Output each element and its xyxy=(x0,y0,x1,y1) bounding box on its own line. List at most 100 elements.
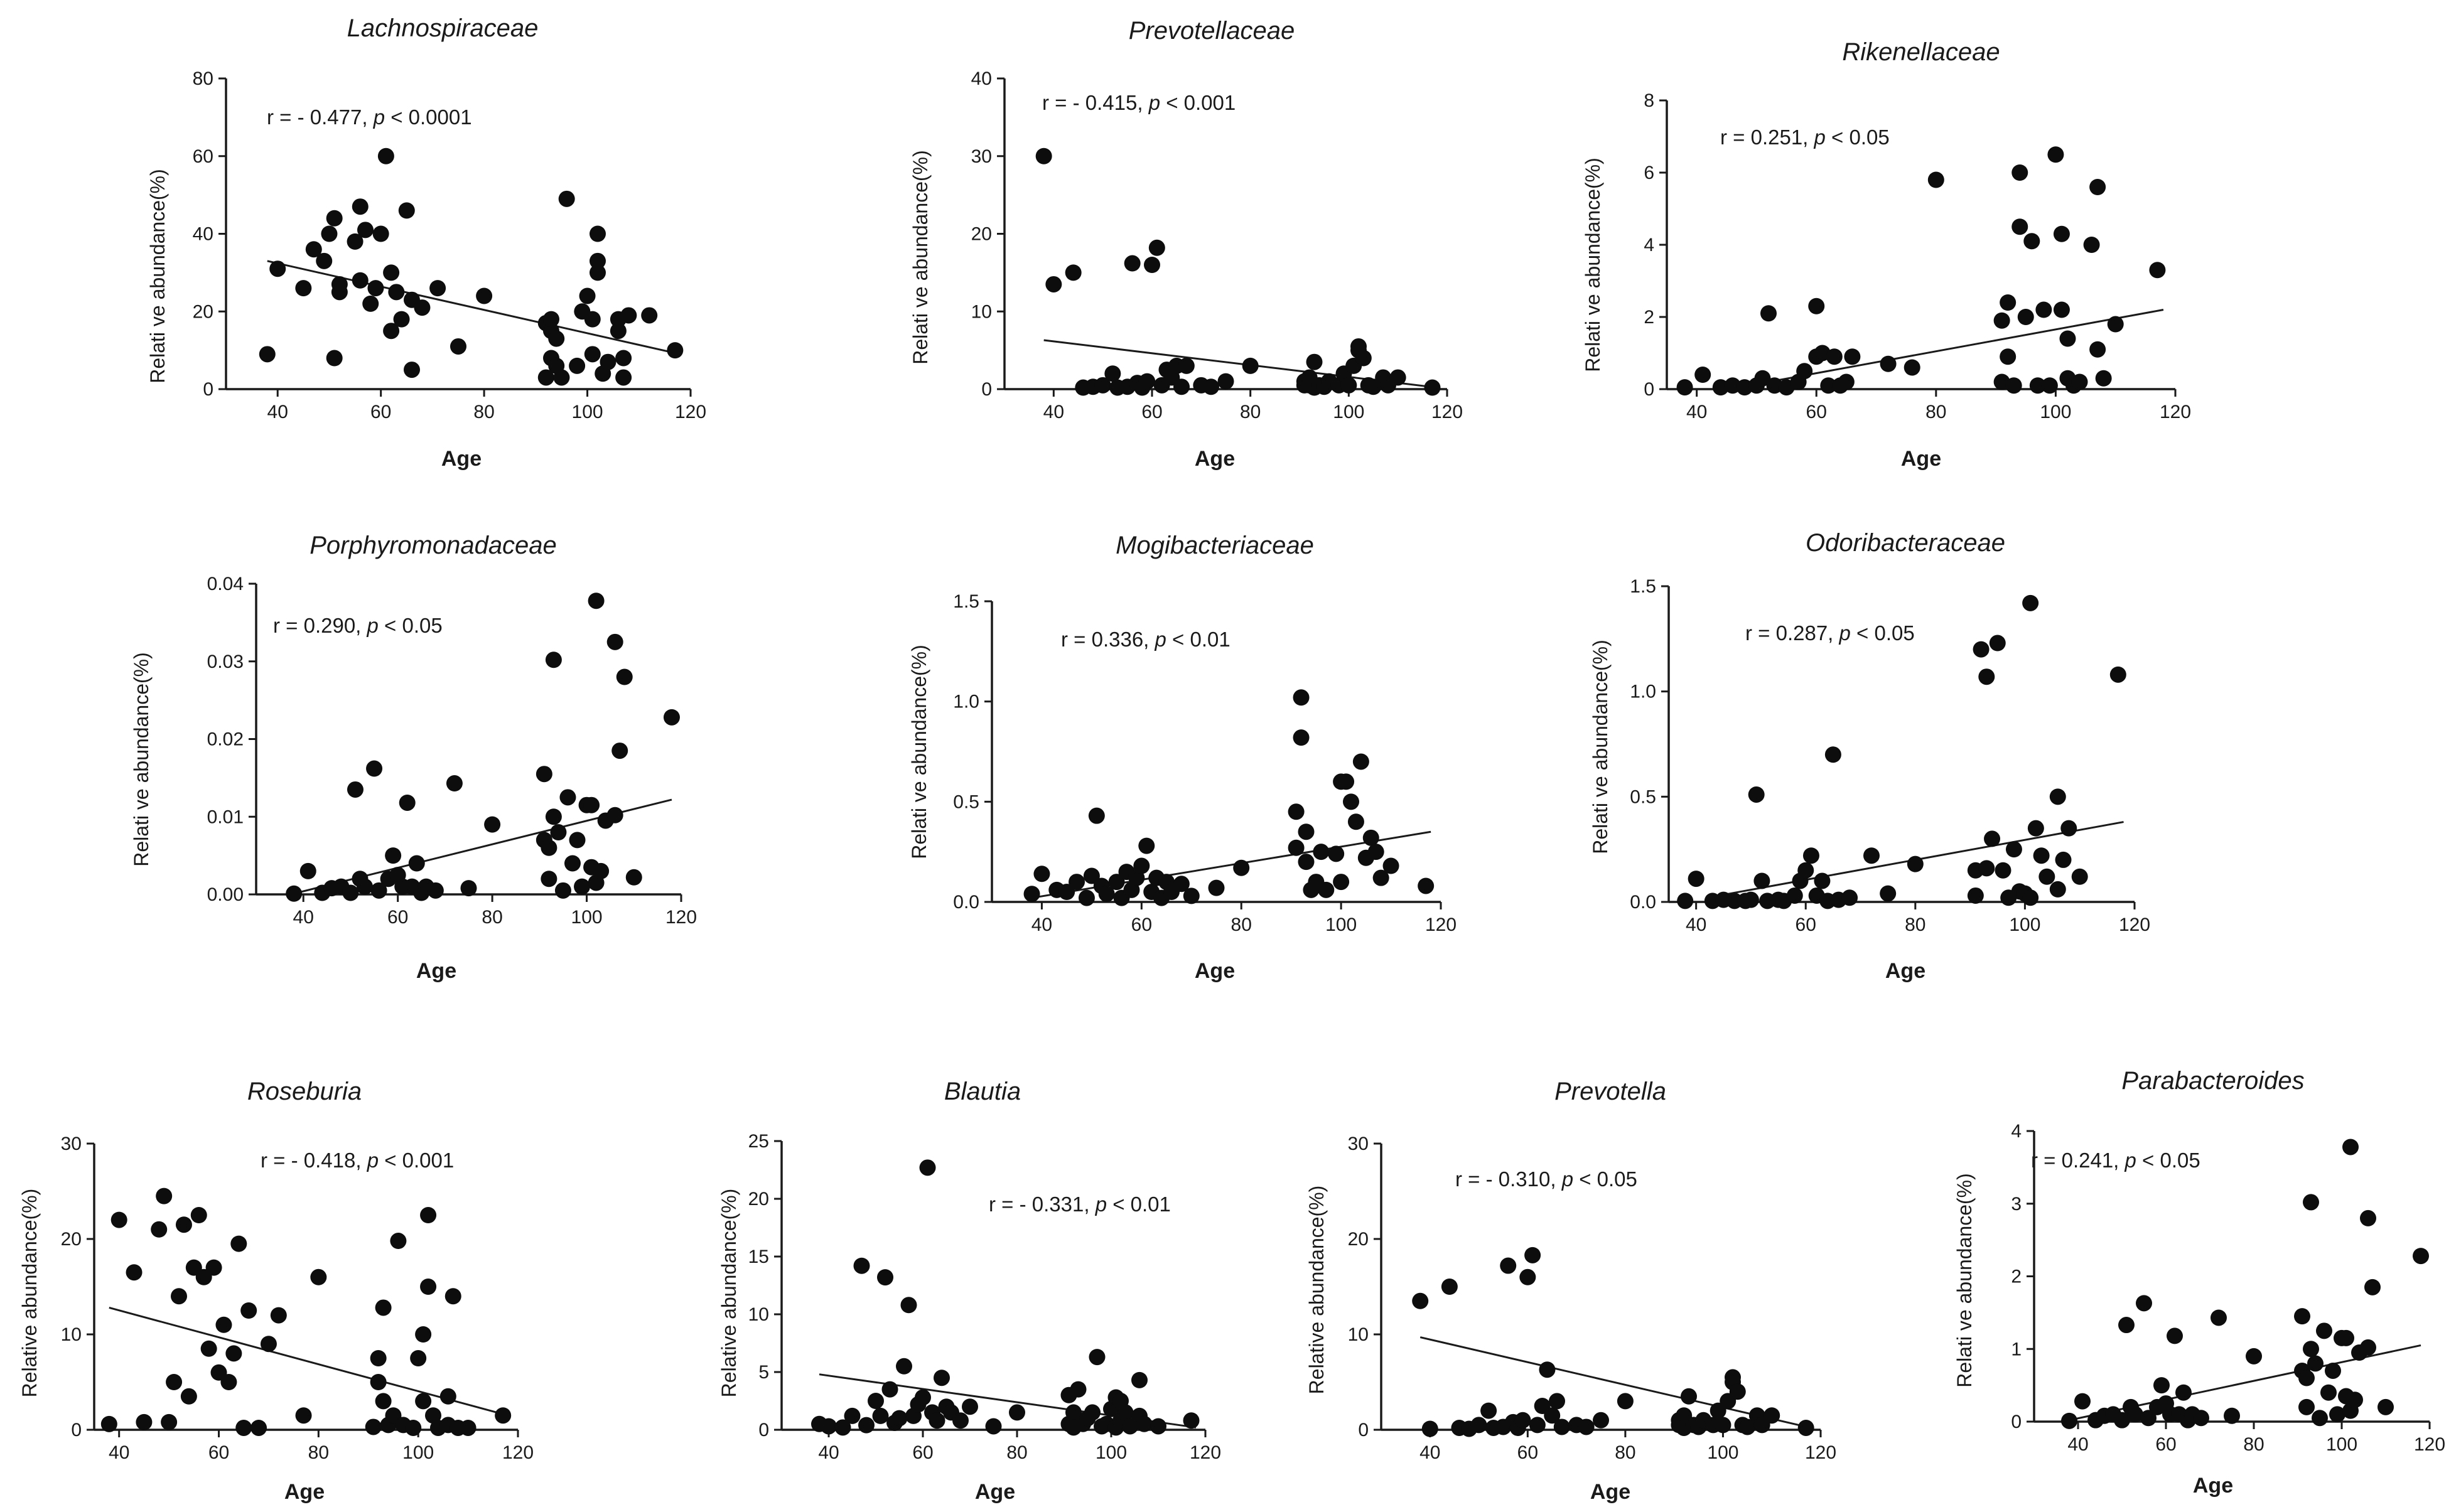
chart-1-y-tick-label: 10 xyxy=(971,301,992,322)
chart-9-p-symbol: p xyxy=(2124,1149,2136,1172)
chart-7-data-point xyxy=(1131,1371,1148,1388)
chart-8-data-point xyxy=(1500,1257,1517,1274)
chart-9-data-point xyxy=(2303,1341,2319,1358)
chart-2-data-point xyxy=(2017,309,2034,325)
chart-4-p-value: < 0.01 xyxy=(1166,628,1230,651)
chart-6-data-point xyxy=(310,1268,327,1285)
chart-0-title: Lachnospiraceae xyxy=(347,14,539,42)
chart-3-data-point xyxy=(427,882,444,899)
chart-1-x-tick-label: 100 xyxy=(1333,402,1364,422)
chart-3-p-value: < 0.05 xyxy=(379,614,443,637)
chart-1-data-point xyxy=(1104,365,1121,382)
chart-7-data-point xyxy=(962,1398,978,1415)
chart-6-data-point xyxy=(171,1288,187,1305)
chart-1-xlabel: Age xyxy=(1195,447,1235,471)
chart-0-data-point xyxy=(388,284,405,301)
chart-2-x-tick-label: 80 xyxy=(1925,402,1946,422)
panel-parabacteroides: Parabacteroides 40 60 80 100 120 0 1 2 3 4 Age Relat… xyxy=(1953,1067,2445,1498)
chart-1-x-tick-label: 80 xyxy=(1240,402,1261,422)
chart-9-data-point xyxy=(2061,1412,2077,1429)
chart-8-ylabel: Relative abundance(%) xyxy=(1305,1186,1328,1395)
chart-4-r-value: r = 0.336, xyxy=(1061,628,1155,651)
chart-3-data-point xyxy=(357,878,374,895)
chart-8-data-point xyxy=(1519,1268,1536,1285)
panel-odoribacteraceae: Odoribacteraceae 40 60 80 100 120 0.0 0.5 1.0 1.5… xyxy=(1589,529,2150,983)
chart-4-data-point xyxy=(1083,867,1100,884)
chart-2-data-point xyxy=(2089,341,2106,358)
chart-6-x-tick-label: 60 xyxy=(208,1442,229,1463)
chart-8-data-point xyxy=(1725,1369,1741,1386)
chart-0-data-point xyxy=(367,280,384,297)
chart-6-x-tick-label: 120 xyxy=(502,1442,534,1463)
chart-6-data-point xyxy=(166,1374,183,1390)
chart-7-data-point xyxy=(1084,1404,1101,1421)
chart-9-data-point xyxy=(2316,1322,2332,1339)
chart-0-p-value: < 0.0001 xyxy=(385,105,472,129)
chart-8-data-point xyxy=(1441,1279,1458,1295)
chart-2-x-tick-label: 100 xyxy=(2040,402,2071,422)
chart-5-p-value: < 0.05 xyxy=(1851,621,1915,645)
chart-8-data-point xyxy=(1421,1420,1438,1437)
chart-6-data-point xyxy=(420,1279,437,1295)
chart-6-xlabel: Age xyxy=(284,1480,325,1504)
chart-5-ylabel: Relati ve abundance(%) xyxy=(1589,640,1612,854)
chart-8-y-tick-label: 10 xyxy=(1348,1324,1369,1345)
chart-4-data-point xyxy=(1088,807,1105,824)
chart-8-data-point xyxy=(1470,1417,1487,1434)
chart-7-data-point xyxy=(1183,1412,1200,1429)
chart-9-y-tick-label: 4 xyxy=(2011,1121,2022,1142)
chart-3-data-point xyxy=(625,869,642,886)
chart-2-data-point xyxy=(2023,233,2040,250)
chart-0-data-point xyxy=(305,241,322,258)
chart-4-x-tick-label: 100 xyxy=(1325,914,1357,935)
chart-4-data-point xyxy=(1318,881,1335,898)
chart-9-data-point xyxy=(2320,1384,2337,1401)
chart-3-xlabel: Age xyxy=(416,959,456,983)
chart-6-data-point xyxy=(495,1407,512,1424)
chart-4-data-point xyxy=(1173,876,1190,893)
panel-prevotellaceae: Prevotellaceae 40 60 80 100 120 0 10 20 30 40 Age Re… xyxy=(909,17,1463,471)
chart-6-data-point xyxy=(100,1415,117,1432)
chart-4-data-point xyxy=(1133,857,1150,874)
chart-0-data-point xyxy=(383,264,400,281)
chart-0-data-point xyxy=(321,225,338,242)
chart-6-data-point xyxy=(370,1374,387,1390)
chart-4-data-point xyxy=(1352,753,1369,770)
chart-3-data-point xyxy=(593,862,610,879)
chart-9-data-point xyxy=(2114,1412,2130,1429)
chart-8-x-tick-label: 80 xyxy=(1615,1442,1635,1463)
chart-5-data-point xyxy=(1742,891,1759,908)
chart-0-data-point xyxy=(398,202,415,219)
chart-9-data-point xyxy=(2307,1355,2324,1372)
chart-4-data-point xyxy=(1069,874,1085,891)
chart-7-data-point xyxy=(1065,1404,1082,1421)
chart-2-data-point xyxy=(1712,379,1729,396)
chart-3-y-tick-label: 0.02 xyxy=(207,729,244,750)
chart-4-data-point xyxy=(1367,844,1384,861)
chart-4-y-tick-label: 1.5 xyxy=(953,591,979,612)
chart-5-x-tick-label: 80 xyxy=(1905,914,1925,935)
chart-8-data-point xyxy=(1715,1417,1731,1434)
chart-3-x-tick-label: 100 xyxy=(571,907,603,928)
chart-6-p-symbol: p xyxy=(367,1149,379,1172)
chart-6-data-point xyxy=(110,1211,127,1228)
chart-6-p-value: < 0.001 xyxy=(379,1149,454,1172)
chart-6-data-point xyxy=(240,1302,257,1319)
chart-0-y-tick-label: 80 xyxy=(193,68,213,89)
chart-9-data-point xyxy=(2246,1348,2262,1365)
chart-1-r-value: r = - 0.415, xyxy=(1042,91,1149,114)
chart-0-data-point xyxy=(331,276,348,292)
chart-3-x-tick-label: 120 xyxy=(665,907,697,928)
chart-2-data-point xyxy=(2053,225,2070,242)
chart-3-data-point xyxy=(385,847,402,864)
chart-4-data-point xyxy=(1293,729,1310,746)
chart-2-data-point xyxy=(2107,316,2124,333)
chart-6-data-point xyxy=(370,1350,387,1366)
chart-6-data-point xyxy=(425,1407,441,1424)
chart-7-data-point xyxy=(1009,1404,1025,1421)
chart-6-data-point xyxy=(200,1340,217,1357)
chart-2-y-tick-label: 2 xyxy=(1644,307,1654,328)
chart-2-y-tick-label: 4 xyxy=(1644,235,1654,255)
chart-1-data-point xyxy=(1340,377,1357,394)
chart-5-x-tick-label: 40 xyxy=(1686,914,1706,935)
